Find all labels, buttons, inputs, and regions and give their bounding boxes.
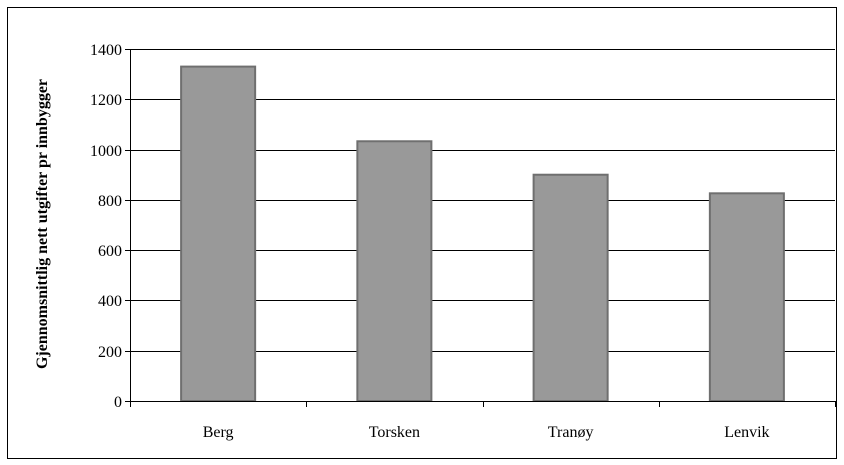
bar-tranøy (532, 173, 609, 402)
y-tick-label: 1200 (90, 92, 122, 109)
y-tick-label: 600 (98, 243, 122, 260)
y-tick-label: 400 (98, 293, 122, 310)
y-tick-label: 0 (114, 394, 122, 411)
bar-berg (180, 65, 257, 402)
x-tick-label: Torsken (369, 424, 420, 441)
y-tick-label: 1400 (90, 42, 122, 59)
bars (180, 65, 785, 402)
bar-lenvik (708, 192, 785, 402)
x-tick-labels: Berg Torsken Tranøy Lenvik (203, 424, 770, 441)
x-tick-label: Berg (203, 424, 234, 441)
y-tick-labels: 0 200 400 600 800 1000 1200 1400 (90, 42, 122, 411)
y-tick-label: 1000 (90, 143, 122, 160)
y-tick-label: 800 (98, 193, 122, 210)
axes (125, 49, 836, 407)
x-tick-label: Tranøy (548, 424, 594, 441)
y-tick-label: 200 (98, 344, 122, 361)
y-axis-label: Gjennomsnittlig nett utgifter pr innbygg… (34, 79, 51, 369)
bar-torsken (356, 140, 433, 402)
x-tick-label: Lenvik (724, 424, 769, 441)
